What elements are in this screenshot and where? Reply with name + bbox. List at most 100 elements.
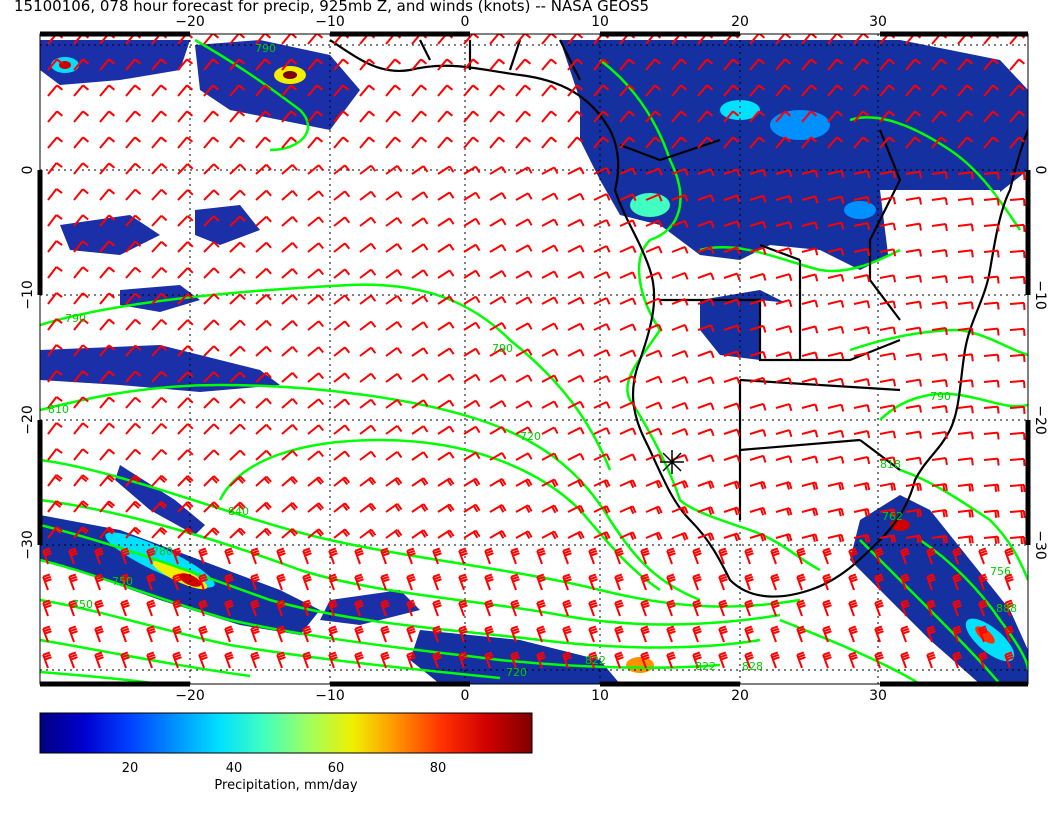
wind-barb <box>47 162 63 175</box>
wind-barb <box>796 599 806 617</box>
wind-barb <box>307 294 324 305</box>
wind-barb <box>983 509 1000 518</box>
wind-barb <box>645 531 663 541</box>
wind-barb <box>255 501 272 513</box>
wind-barb <box>952 573 962 591</box>
wind-barb <box>879 196 897 205</box>
wind-barb <box>489 218 507 227</box>
wind-barb <box>671 84 688 97</box>
wind-barb <box>1009 509 1026 519</box>
wind-barb <box>437 269 455 279</box>
wind-barb <box>619 297 637 306</box>
wind-barb <box>905 274 922 283</box>
wind-barb <box>541 166 559 175</box>
wind-barb <box>281 450 298 461</box>
wind-barb <box>983 84 1000 97</box>
wind-barb <box>47 84 64 97</box>
lon-tick-label: −10 <box>315 688 345 704</box>
land-interior <box>760 300 900 440</box>
wind-barb <box>879 378 897 387</box>
wind-barb <box>484 599 494 617</box>
wind-barb <box>593 401 611 409</box>
wind-barb <box>593 427 611 435</box>
wind-barb <box>380 573 390 591</box>
wind-barb <box>879 482 897 491</box>
wind-barb <box>562 651 572 669</box>
wind-barb <box>99 344 116 357</box>
wind-barb <box>957 58 974 71</box>
wind-barb <box>541 244 559 253</box>
wind-barb <box>229 319 246 331</box>
wind-barb <box>645 219 663 228</box>
wind-barb <box>359 136 376 149</box>
wind-barb <box>437 136 454 149</box>
wind-barb <box>47 214 63 227</box>
wind-barb <box>640 573 650 591</box>
wind-barb <box>983 110 1000 123</box>
wind-barb <box>905 326 922 335</box>
wind-barb <box>385 476 403 487</box>
wind-barb <box>827 351 845 360</box>
wind-barb <box>567 136 584 149</box>
lon-tick-label: 20 <box>731 688 749 704</box>
wind-barb <box>47 266 63 279</box>
wind-barb <box>931 249 948 258</box>
wind-barb <box>489 348 507 357</box>
wind-barb <box>697 506 715 515</box>
wind-barb <box>775 429 793 438</box>
wind-barb <box>853 430 871 439</box>
wind-barb <box>879 326 897 335</box>
wind-barb <box>723 110 740 123</box>
wind-barb <box>385 450 403 461</box>
wind-barb <box>983 197 1000 206</box>
wind-barb <box>957 535 974 544</box>
wind-barb <box>198 547 208 565</box>
wind-barb <box>146 651 156 669</box>
wind-barb <box>801 481 819 491</box>
wind-barb <box>99 526 116 539</box>
wind-barb <box>1004 625 1014 643</box>
wind-barb <box>411 110 428 123</box>
colorbar-tick-label: 80 <box>430 761 447 776</box>
wind-barb <box>853 170 871 179</box>
wind-barb <box>671 401 689 410</box>
wind-barb <box>151 318 168 331</box>
wind-barb <box>94 651 104 669</box>
wind-barb <box>541 504 559 514</box>
wind-barb <box>874 599 884 617</box>
wind-barb <box>328 547 338 565</box>
wind-barb <box>307 502 324 513</box>
wind-barb <box>177 136 194 149</box>
wind-barb <box>333 136 350 149</box>
wind-barb <box>848 625 858 643</box>
lon-tick-label: 10 <box>591 688 609 704</box>
wind-barb <box>952 547 962 565</box>
wind-barb <box>489 426 507 435</box>
wind-barb <box>73 448 89 461</box>
wind-barb <box>73 214 89 227</box>
wind-barb <box>255 136 272 149</box>
contour-labels: 790 790 790 810 840 720 750 750 720 780 … <box>48 42 1017 679</box>
wind-barb <box>73 396 89 409</box>
wind-barb <box>333 372 351 383</box>
wind-barb <box>645 349 663 358</box>
wind-barb <box>515 348 533 357</box>
wind-barb <box>406 599 416 617</box>
wind-barb <box>645 505 663 515</box>
wind-barb <box>567 192 585 201</box>
wind-barb <box>515 110 532 123</box>
wind-barb <box>47 396 63 409</box>
wind-barb <box>905 136 922 149</box>
wind-barb <box>151 370 168 383</box>
wind-barb <box>437 503 455 513</box>
wind-barb <box>380 625 390 643</box>
wind-barb <box>281 190 298 201</box>
wind-barb <box>484 625 494 643</box>
wind-barb <box>671 479 689 489</box>
wind-barb <box>276 547 286 565</box>
wind-barb <box>437 347 455 357</box>
wind-barb <box>983 405 1000 414</box>
wind-barb <box>775 136 792 149</box>
wind-barb <box>281 242 298 253</box>
wind-barb <box>281 502 298 513</box>
